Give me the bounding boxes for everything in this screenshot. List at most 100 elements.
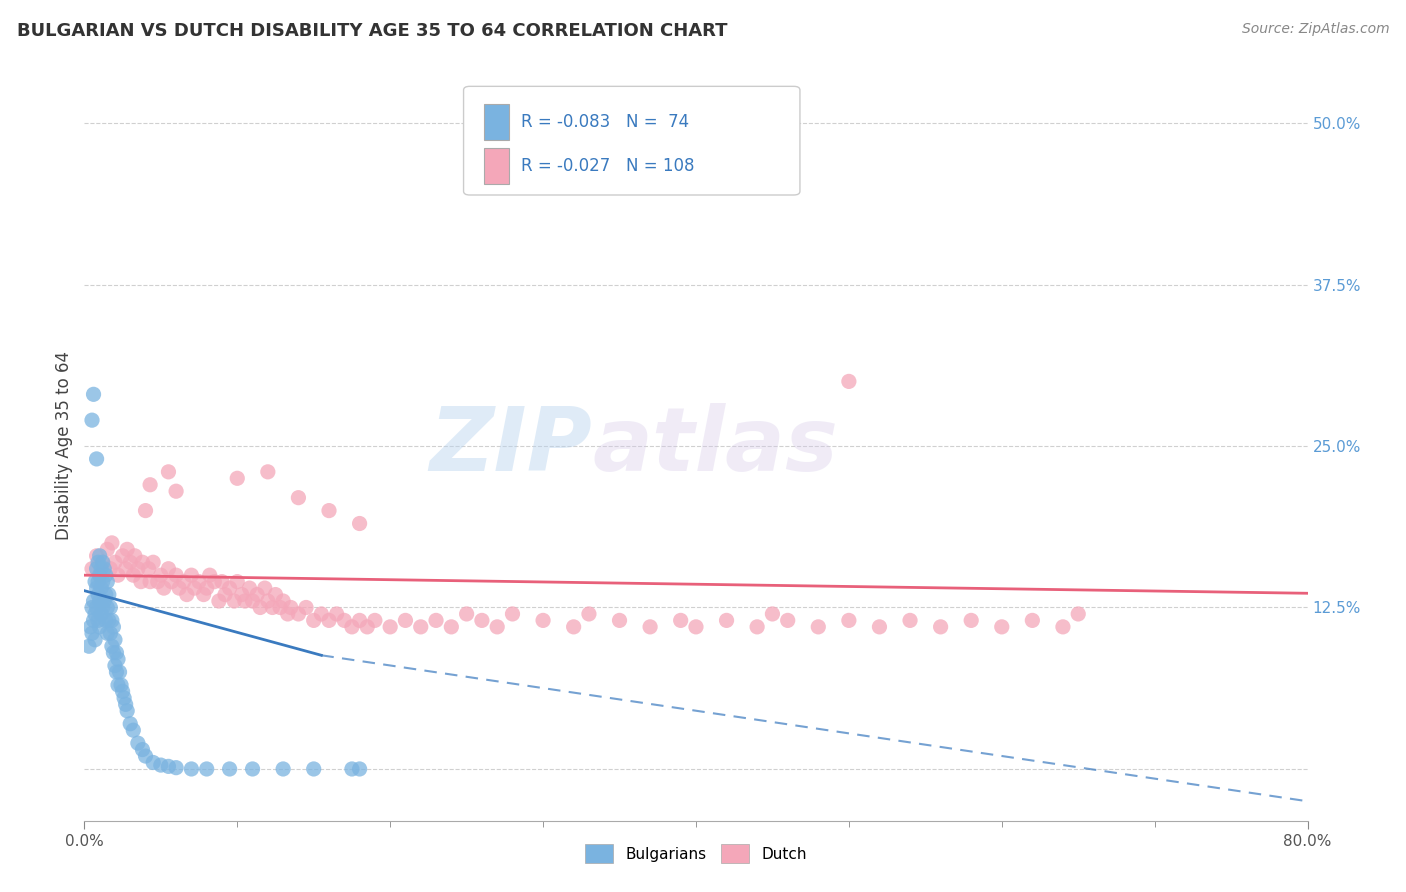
Point <box>287 491 309 505</box>
Bar <box>484 104 509 140</box>
Point <box>318 503 340 517</box>
Point <box>167 581 190 595</box>
Point <box>96 542 118 557</box>
Point <box>139 477 162 491</box>
Point <box>302 762 325 776</box>
Point <box>409 620 432 634</box>
Point <box>84 607 107 621</box>
Point <box>287 607 309 621</box>
Point <box>180 762 202 776</box>
Legend: Bulgarians, Dutch: Bulgarians, Dutch <box>579 838 813 869</box>
Point <box>96 626 118 640</box>
Point <box>233 594 256 608</box>
Point <box>89 620 111 634</box>
Point <box>271 762 294 776</box>
Point <box>218 581 240 595</box>
Point <box>135 503 157 517</box>
Point <box>761 607 783 621</box>
Point <box>89 549 111 563</box>
Point <box>242 594 264 608</box>
Point <box>127 562 149 576</box>
Point <box>183 581 205 595</box>
Point <box>898 614 921 628</box>
Point <box>83 594 105 608</box>
Point <box>253 581 276 595</box>
Text: R = -0.027   N = 108: R = -0.027 N = 108 <box>522 157 695 175</box>
Point <box>380 620 402 634</box>
Point <box>318 614 340 628</box>
Point <box>302 614 325 628</box>
Point <box>108 665 131 679</box>
Point <box>105 665 128 679</box>
Point <box>165 761 187 775</box>
Point <box>960 614 983 628</box>
Point <box>349 762 371 776</box>
Point <box>295 600 318 615</box>
Point <box>277 607 299 621</box>
Point <box>98 626 121 640</box>
Point <box>94 588 117 602</box>
Point <box>165 568 187 582</box>
Point <box>101 536 124 550</box>
Point <box>84 574 107 589</box>
Point <box>173 574 195 589</box>
Point <box>440 620 463 634</box>
Point <box>991 620 1014 634</box>
Point <box>280 600 302 615</box>
Point <box>188 574 211 589</box>
Point <box>160 574 183 589</box>
Point <box>86 549 108 563</box>
FancyBboxPatch shape <box>464 87 800 195</box>
Point <box>86 451 108 466</box>
Point <box>77 639 100 653</box>
Point <box>103 646 125 660</box>
Point <box>93 594 115 608</box>
Point <box>242 762 264 776</box>
Point <box>264 588 287 602</box>
Point <box>238 581 260 595</box>
Point <box>394 614 416 628</box>
Text: R = -0.083   N =  74: R = -0.083 N = 74 <box>522 113 689 131</box>
Point <box>94 614 117 628</box>
Point <box>107 652 129 666</box>
Point <box>111 549 134 563</box>
Point <box>87 588 110 602</box>
Point <box>91 574 114 589</box>
Point <box>89 568 111 582</box>
Point <box>638 620 661 634</box>
Point <box>115 542 138 557</box>
Point <box>89 568 111 582</box>
Point <box>231 588 253 602</box>
Point <box>149 568 172 582</box>
Point <box>364 614 387 628</box>
Point <box>86 581 108 595</box>
Point <box>97 614 120 628</box>
Point <box>101 639 124 653</box>
Bar <box>484 148 509 184</box>
Point <box>269 600 291 615</box>
Point <box>101 614 124 628</box>
Point <box>112 690 135 705</box>
Point <box>249 600 271 615</box>
Point <box>157 562 180 576</box>
Point <box>93 562 115 576</box>
Point <box>202 574 225 589</box>
Point <box>807 620 830 634</box>
Point <box>90 562 112 576</box>
Point <box>146 574 169 589</box>
Point <box>122 723 145 738</box>
Point <box>83 387 105 401</box>
Point <box>198 568 221 582</box>
Point <box>122 568 145 582</box>
Point <box>87 574 110 589</box>
Point <box>91 600 114 615</box>
Point <box>91 555 114 569</box>
Point <box>94 568 117 582</box>
Point <box>87 555 110 569</box>
Point <box>157 465 180 479</box>
Point <box>87 614 110 628</box>
Point <box>211 574 233 589</box>
Point <box>1052 620 1074 634</box>
Point <box>486 620 509 634</box>
Point <box>262 600 284 615</box>
